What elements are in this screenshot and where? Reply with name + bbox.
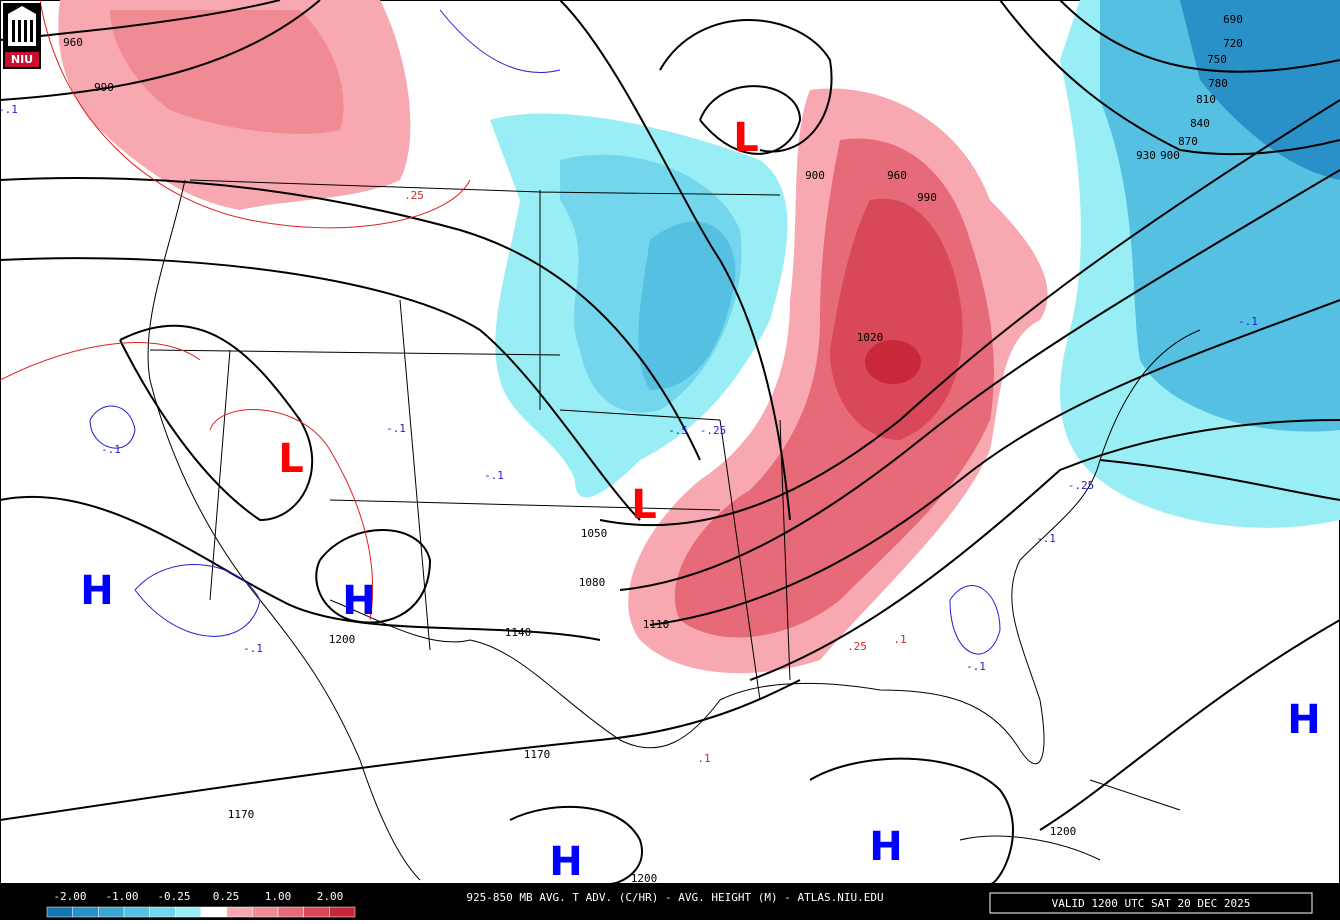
height-label: 960	[63, 36, 83, 49]
legend-label: -0.25	[157, 890, 190, 903]
advection-label: .25	[847, 640, 867, 653]
height-label: 690	[1223, 13, 1243, 26]
legend: -2.00 -1.00 -0.25 0.25 1.00 2.00	[46, 890, 356, 918]
labels: L L L H H H H H 960 990 900 960 990 1020 1050 1080 1110 1…	[0, 13, 1321, 885]
logo: NIU	[3, 3, 41, 69]
height-label: 900	[805, 169, 825, 182]
valid-box	[989, 892, 1313, 914]
geography	[147, 179, 1201, 881]
legend-swatch	[329, 906, 356, 918]
advection-label: -.25	[700, 424, 727, 437]
pressure-center: H	[80, 568, 113, 614]
legend-swatch	[149, 906, 176, 918]
pressure-center: L	[733, 115, 759, 161]
legend-swatch	[123, 906, 150, 918]
height-label: 750	[1207, 53, 1227, 66]
cold-advection	[490, 0, 1340, 528]
advection-label: -.1	[1036, 532, 1056, 545]
advection-label: -.1	[1238, 315, 1258, 328]
advection-label: -.1	[386, 422, 406, 435]
legend-swatch	[303, 906, 330, 918]
height-label: 840	[1190, 117, 1210, 130]
warm-advection	[58, 0, 1048, 674]
legend-label: 1.00	[265, 890, 292, 903]
pressure-center: H	[342, 578, 375, 624]
advection-label: .25	[404, 189, 424, 202]
legend-swatch	[46, 906, 73, 918]
legend-label: 2.00	[317, 890, 344, 903]
advection-label: -.1	[484, 469, 504, 482]
advection-label: .1	[697, 752, 710, 765]
legend-swatch	[200, 906, 227, 918]
height-label: 1170	[228, 808, 255, 821]
height-label: 930	[1136, 149, 1156, 162]
logo-text: NIU	[11, 53, 33, 66]
advection-label: -.5	[668, 424, 688, 437]
footer-title: 925-850 MB AVG. T ADV. (C/HR) - AVG. HEI…	[466, 891, 883, 904]
pressure-center: L	[278, 436, 304, 482]
height-label: 1110	[643, 618, 670, 631]
advection-label: -.1	[243, 642, 263, 655]
height-label: 780	[1208, 77, 1228, 90]
advection-label: -.1	[101, 443, 121, 456]
height-label: 1050	[581, 527, 608, 540]
height-label: 900	[1160, 149, 1180, 162]
height-label: 1200	[329, 633, 356, 646]
legend-swatch	[277, 906, 304, 918]
legend-swatch	[175, 906, 202, 918]
height-label: 960	[887, 169, 907, 182]
height-label: 990	[917, 191, 937, 204]
pressure-center: H	[549, 839, 582, 885]
legend-label: -2.00	[53, 890, 86, 903]
advection-label: .1	[893, 633, 906, 646]
valid-time: VALID 1200 UTC SAT 20 DEC 2025	[1052, 897, 1251, 910]
height-label: 990	[94, 81, 114, 94]
height-label: 720	[1223, 37, 1243, 50]
pressure-center: L	[631, 482, 657, 528]
height-label: 1080	[579, 576, 606, 589]
height-label: 1020	[857, 331, 884, 344]
legend-label: -1.00	[105, 890, 138, 903]
legend-swatch	[252, 906, 279, 918]
advection-label: -.25	[1068, 479, 1095, 492]
legend-label: 0.25	[213, 890, 240, 903]
legend-swatch	[98, 906, 125, 918]
height-label: 810	[1196, 93, 1216, 106]
legend-swatch	[72, 906, 99, 918]
height-label: 1200	[1050, 825, 1077, 838]
pressure-center: H	[869, 824, 902, 870]
legend-swatch	[226, 906, 253, 918]
height-contours	[0, 0, 1340, 885]
advection-contours	[0, 0, 1001, 655]
advection-label: -.1	[966, 660, 986, 673]
height-label: 1140	[505, 626, 532, 639]
pressure-center: H	[1287, 697, 1320, 743]
height-label: 870	[1178, 135, 1198, 148]
height-label: 1200	[631, 872, 658, 885]
advection-label: -.1	[0, 103, 18, 116]
height-label: 1170	[524, 748, 551, 761]
